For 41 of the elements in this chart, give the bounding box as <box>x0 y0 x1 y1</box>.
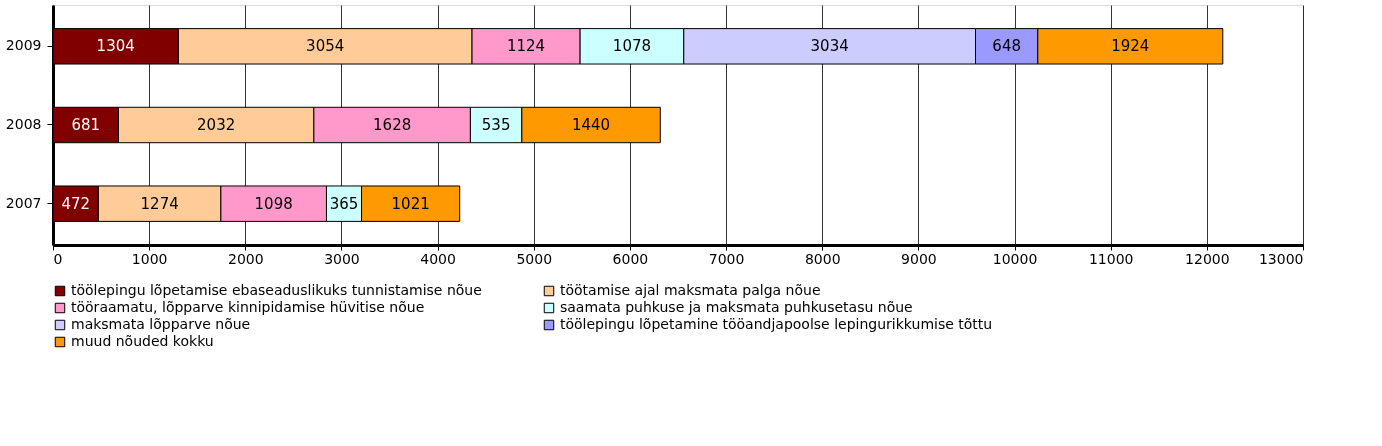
x-tick-label: 10000 <box>992 250 1038 267</box>
x-tick-label: 1000 <box>131 250 168 267</box>
data-label: 1124 <box>506 37 546 56</box>
legend-label: saamata puhkuse ja maksmata puhkusetasu nõue <box>560 299 913 315</box>
data-label: 1098 <box>254 194 293 213</box>
x-tick-label: 9000 <box>901 250 937 267</box>
data-label: 472 <box>61 194 91 213</box>
data-label: 3054 <box>306 37 345 56</box>
data-label: 681 <box>71 116 101 134</box>
data-label: 535 <box>481 116 511 134</box>
legend-label: tööraamatu, lõpparve kinnipidamise hüvitise nõue <box>71 299 425 315</box>
data-label: 648 <box>992 37 1021 56</box>
legend-label: töölepingu lõpetamise ebaseaduslikuks tunnistamise nõue <box>71 282 482 298</box>
x-tick-label: 13000 <box>1258 250 1304 267</box>
x-tick-label: 6000 <box>612 250 649 267</box>
data-label: 2032 <box>197 116 236 134</box>
x-tick-label: 3000 <box>324 250 360 267</box>
x-tick-label: 12000 <box>1185 250 1230 267</box>
x-tick-label: 11000 <box>1088 250 1134 267</box>
data-label: 1440 <box>571 116 611 134</box>
legend-label: maksmata lõpparve nõue <box>71 316 251 332</box>
data-label: 1304 <box>96 37 135 56</box>
data-label: 1628 <box>373 116 412 134</box>
y-tick-label: 2008 <box>5 116 42 132</box>
legend-label: töölepingu lõpetamine tööandjapoolse lepingurikkumise tõttu <box>560 316 993 332</box>
data-label: 1078 <box>612 37 652 56</box>
data-label: 365 <box>329 194 359 213</box>
data-label: 1924 <box>1111 37 1150 56</box>
y-tick-label: 2009 <box>5 37 42 54</box>
x-tick-label: 7000 <box>708 250 745 267</box>
x-tick-label: 5000 <box>516 250 553 267</box>
data-label: 3034 <box>810 37 849 56</box>
data-label: 1274 <box>140 194 179 213</box>
x-tick-label: 8000 <box>804 250 841 267</box>
legend-label: töötamise ajal maksmata palga nõue <box>560 282 821 298</box>
y-tick-label: 2007 <box>5 194 42 211</box>
x-tick-label: 0 <box>53 250 63 267</box>
data-label: 1021 <box>391 194 430 213</box>
legend-label: muud nõuded kokku <box>71 333 214 349</box>
x-tick-label: 4000 <box>420 250 456 267</box>
x-tick-label: 2000 <box>227 250 264 267</box>
